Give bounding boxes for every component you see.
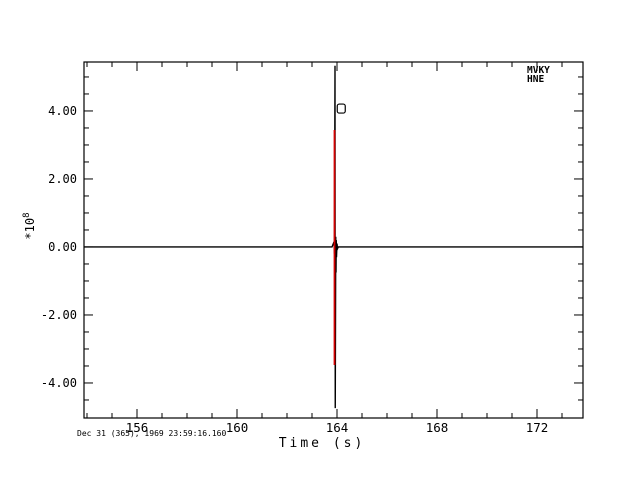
y-exponent-base: *10 — [23, 217, 37, 240]
x-tick-label: 168 — [426, 420, 449, 435]
station-name: MVKY — [527, 65, 550, 76]
plot-frame — [83, 61, 584, 419]
y-tick-label: 2.00 — [48, 172, 77, 186]
x-axis-title: Time (s) — [278, 436, 366, 451]
y-tick-label: 0.00 — [48, 240, 77, 254]
pick-symbol — [336, 103, 346, 114]
station-id-block: MVKY HNE — [527, 65, 550, 85]
x-tick-label: 172 — [526, 420, 549, 435]
station-channel: HNE — [527, 74, 545, 85]
x-tick-label: 160 — [226, 420, 249, 435]
y-tick-label: -2.00 — [41, 308, 77, 322]
waveform-trace — [84, 65, 583, 409]
trace-start-time: Dec 31 (365), 1969 23:59:16.160 — [77, 429, 227, 438]
x-tick-label: 156 — [126, 420, 149, 435]
y-tick-label: 4.00 — [48, 104, 77, 118]
y-axis-exponent-label: *108 — [18, 193, 37, 259]
y-tick-label: -4.00 — [41, 376, 77, 390]
y-exponent-power: 8 — [22, 212, 32, 218]
x-tick-label: 164 — [326, 420, 349, 435]
